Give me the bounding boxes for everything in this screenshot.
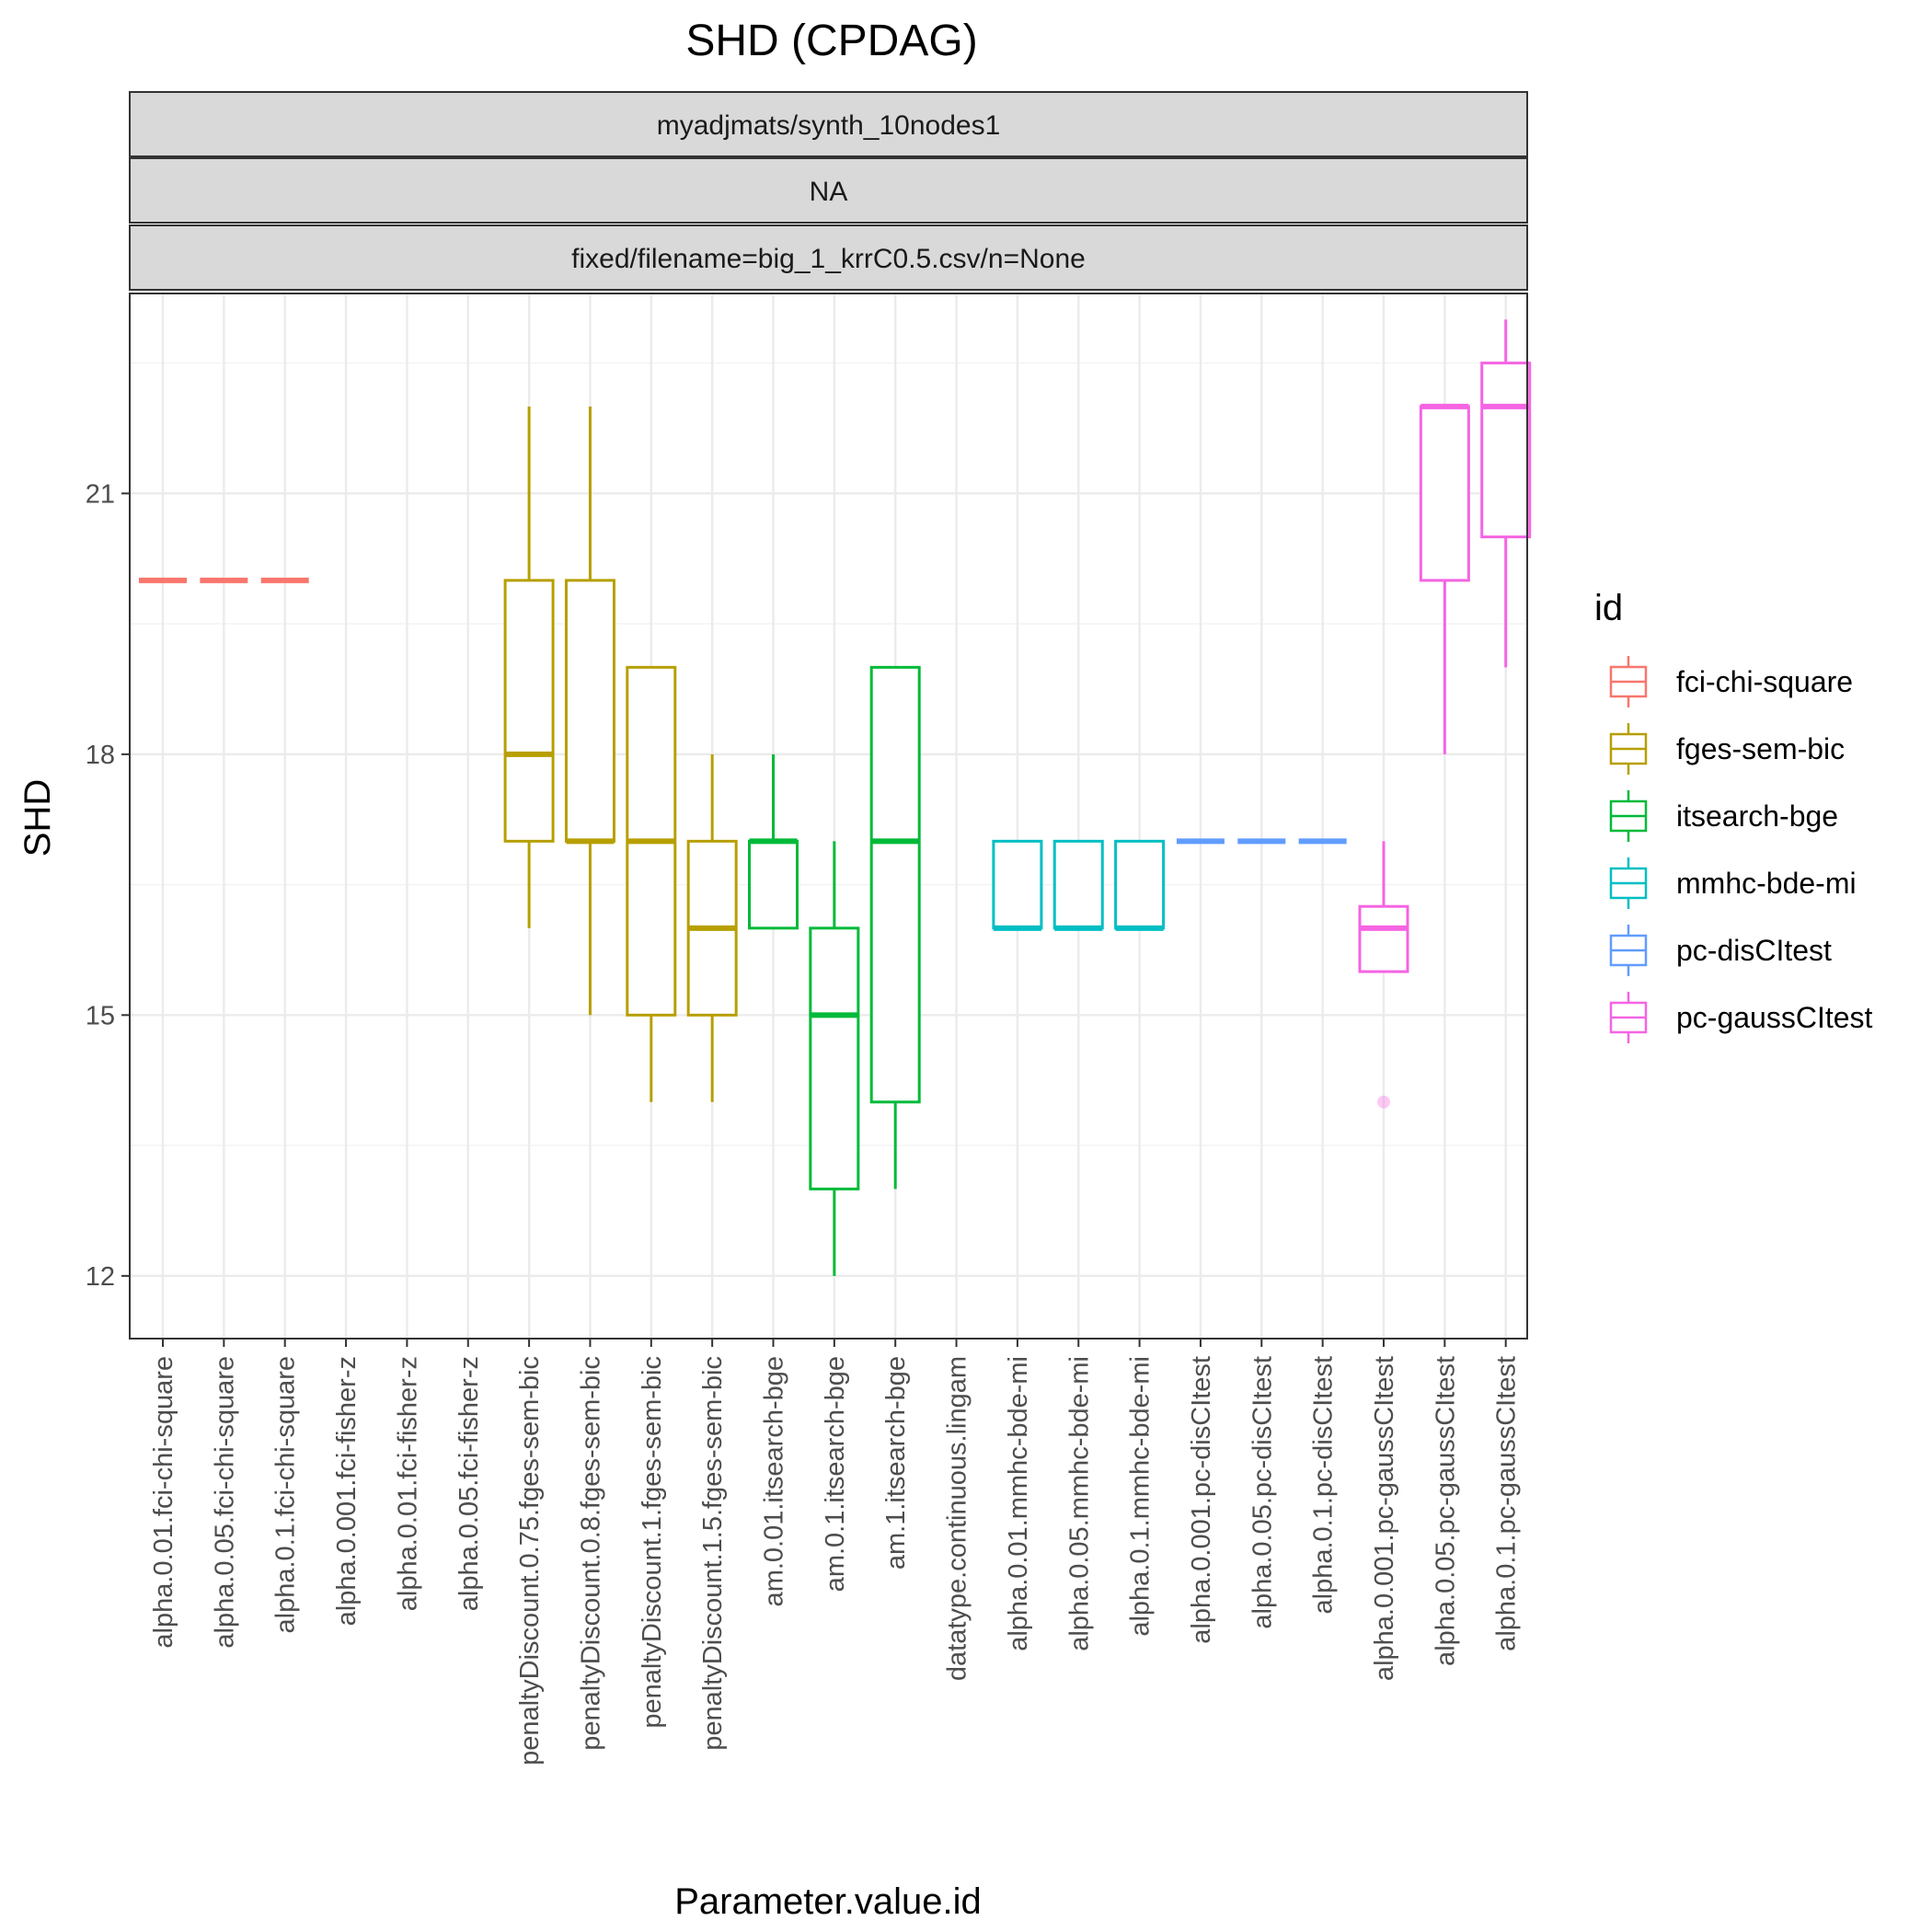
x-tick-label: penaltyDiscount.0.8.fges-sem-bic xyxy=(576,1356,605,1751)
panel-border xyxy=(129,293,1528,1340)
box-body xyxy=(869,665,921,1104)
plot-panel xyxy=(129,293,1532,1340)
x-tick-label: penaltyDiscount.1.5.fges-sem-bic xyxy=(698,1356,728,1751)
x-tick-label: alpha.0.05.pc-gaussCItest xyxy=(1431,1356,1460,1666)
legend-item-pc-gaussCItest: pc-gaussCItest xyxy=(1609,992,1873,1043)
box-am.0.01.itsearch-bge xyxy=(748,753,799,930)
legend: id fci-chi-square fges-sem-bic itsearch-bg… xyxy=(1594,588,1873,1043)
y-tick-label: 18 xyxy=(86,741,115,770)
y-axis: 12 15 18 21 xyxy=(86,479,130,1292)
facet-strip-label-0: myadjmats/synth_10nodes1 xyxy=(657,110,1001,141)
y-tick-label: 21 xyxy=(86,479,115,509)
y-tick-label: 12 xyxy=(86,1262,115,1292)
x-tick-label: penaltyDiscount.0.75.fges-sem-bic xyxy=(515,1356,545,1765)
facet-strip-label-1: NA xyxy=(810,177,848,207)
x-axis: alpha.0.01.fci-chi-square alpha.0.05.fci-… xyxy=(149,1339,1522,1765)
legend-title: id xyxy=(1594,588,1623,628)
box-body xyxy=(809,926,860,1190)
x-tick-label: alpha.0.05.fci-fisher-z xyxy=(454,1356,484,1611)
box-penaltyDiscount.1.fges-sem-bic xyxy=(626,665,677,1102)
box-penaltyDiscount.0.8.fges-sem-bic xyxy=(564,406,615,1016)
facet-strip-2 xyxy=(129,224,1528,291)
legend-item-mmhc-bde-mi: mmhc-bde-mi xyxy=(1609,857,1857,909)
box-alpha.0.01.mmhc-bde-mi xyxy=(992,839,1043,931)
x-tick-label: alpha.0.1.fci-chi-square xyxy=(271,1356,301,1633)
x-tick-label: am.0.1.itsearch-bge xyxy=(821,1356,850,1592)
box-body xyxy=(748,839,799,930)
box-body xyxy=(503,579,555,843)
x-tick-label: alpha.0.05.mmhc-bde-mi xyxy=(1064,1356,1094,1651)
x-tick-label: penaltyDiscount.1.fges-sem-bic xyxy=(638,1356,667,1729)
facet-strips: myadjmats/synth_10nodes1 NA fixed/filename… xyxy=(129,91,1528,291)
box-alpha.0.05.mmhc-bde-mi xyxy=(1052,839,1104,931)
legend-label: mmhc-bde-mi xyxy=(1676,867,1857,900)
y-axis-title: SHD xyxy=(17,779,58,857)
legend-label: pc-gaussCItest xyxy=(1676,1001,1873,1034)
box-body xyxy=(1052,839,1104,930)
facet-strip-label-2: fixed/filename=big_1_krrC0.5.csv/n=None xyxy=(571,244,1086,274)
box-am.1.itsearch-bge xyxy=(869,665,921,1190)
chart-title: SHD (CPDAG) xyxy=(685,17,977,65)
legend-item-fges-sem-bic: fges-sem-bic xyxy=(1609,723,1845,775)
box-body xyxy=(1419,405,1470,582)
box-alpha.0.1.mmhc-bde-mi xyxy=(1114,839,1166,931)
box-penaltyDiscount.0.75.fges-sem-bic xyxy=(503,406,555,928)
box-body xyxy=(564,579,615,843)
x-tick-label: am.1.itsearch-bge xyxy=(881,1356,911,1570)
x-tick-label: alpha.0.01.fci-chi-square xyxy=(149,1356,178,1649)
legend-item-itsearch-bge: itsearch-bge xyxy=(1609,790,1838,842)
box-body xyxy=(1358,904,1409,973)
x-tick-label: alpha.0.05.fci-chi-square xyxy=(210,1356,239,1649)
legend-label: fges-sem-bic xyxy=(1676,732,1845,765)
x-tick-label: alpha.0.001.pc-gaussCItest xyxy=(1370,1356,1399,1681)
box-marks xyxy=(139,319,1532,1276)
box-alpha.0.001.pc-gaussCItest xyxy=(1358,841,1409,1109)
legend-item-pc-disCItest: pc-disCItest xyxy=(1609,925,1832,976)
facet-strip-1 xyxy=(129,157,1528,224)
box-outlier-point xyxy=(1377,1095,1390,1109)
box-am.0.1.itsearch-bge xyxy=(809,841,860,1276)
box-alpha.0.1.pc-gaussCItest xyxy=(1480,319,1532,668)
box-body xyxy=(1480,362,1532,539)
facet-strip-0 xyxy=(129,91,1528,157)
box-alpha.0.05.pc-gaussCItest xyxy=(1419,403,1470,754)
box-body xyxy=(992,839,1043,930)
x-tick-label: alpha.0.1.pc-gaussCItest xyxy=(1492,1356,1522,1651)
x-tick-label: am.0.01.itsearch-bge xyxy=(760,1356,789,1606)
legend-label: itsearch-bge xyxy=(1676,799,1838,833)
x-tick-label: alpha.0.1.pc-disCItest xyxy=(1309,1356,1339,1614)
x-tick-label: alpha.0.1.mmhc-bde-mi xyxy=(1126,1356,1156,1637)
x-axis-title: Parameter.value.id xyxy=(674,1881,982,1922)
y-tick-label: 15 xyxy=(86,1001,115,1030)
x-tick-label: datatype.continuous.lingam xyxy=(943,1356,972,1681)
x-tick-label: alpha.0.001.pc-disCItest xyxy=(1187,1356,1216,1644)
legend-item-fci-chi-square: fci-chi-square xyxy=(1609,656,1853,707)
x-tick-label: alpha.0.001.fci-fisher-z xyxy=(332,1356,362,1626)
legend-label: fci-chi-square xyxy=(1676,665,1853,698)
legend-label: pc-disCItest xyxy=(1676,934,1832,967)
box-penaltyDiscount.1.5.fges-sem-bic xyxy=(686,753,738,1102)
box-body xyxy=(1114,839,1166,930)
x-tick-label: alpha.0.05.pc-disCItest xyxy=(1248,1356,1277,1629)
x-tick-label: alpha.0.01.fci-fisher-z xyxy=(393,1356,422,1611)
x-tick-label: alpha.0.01.mmhc-bde-mi xyxy=(1004,1356,1033,1651)
